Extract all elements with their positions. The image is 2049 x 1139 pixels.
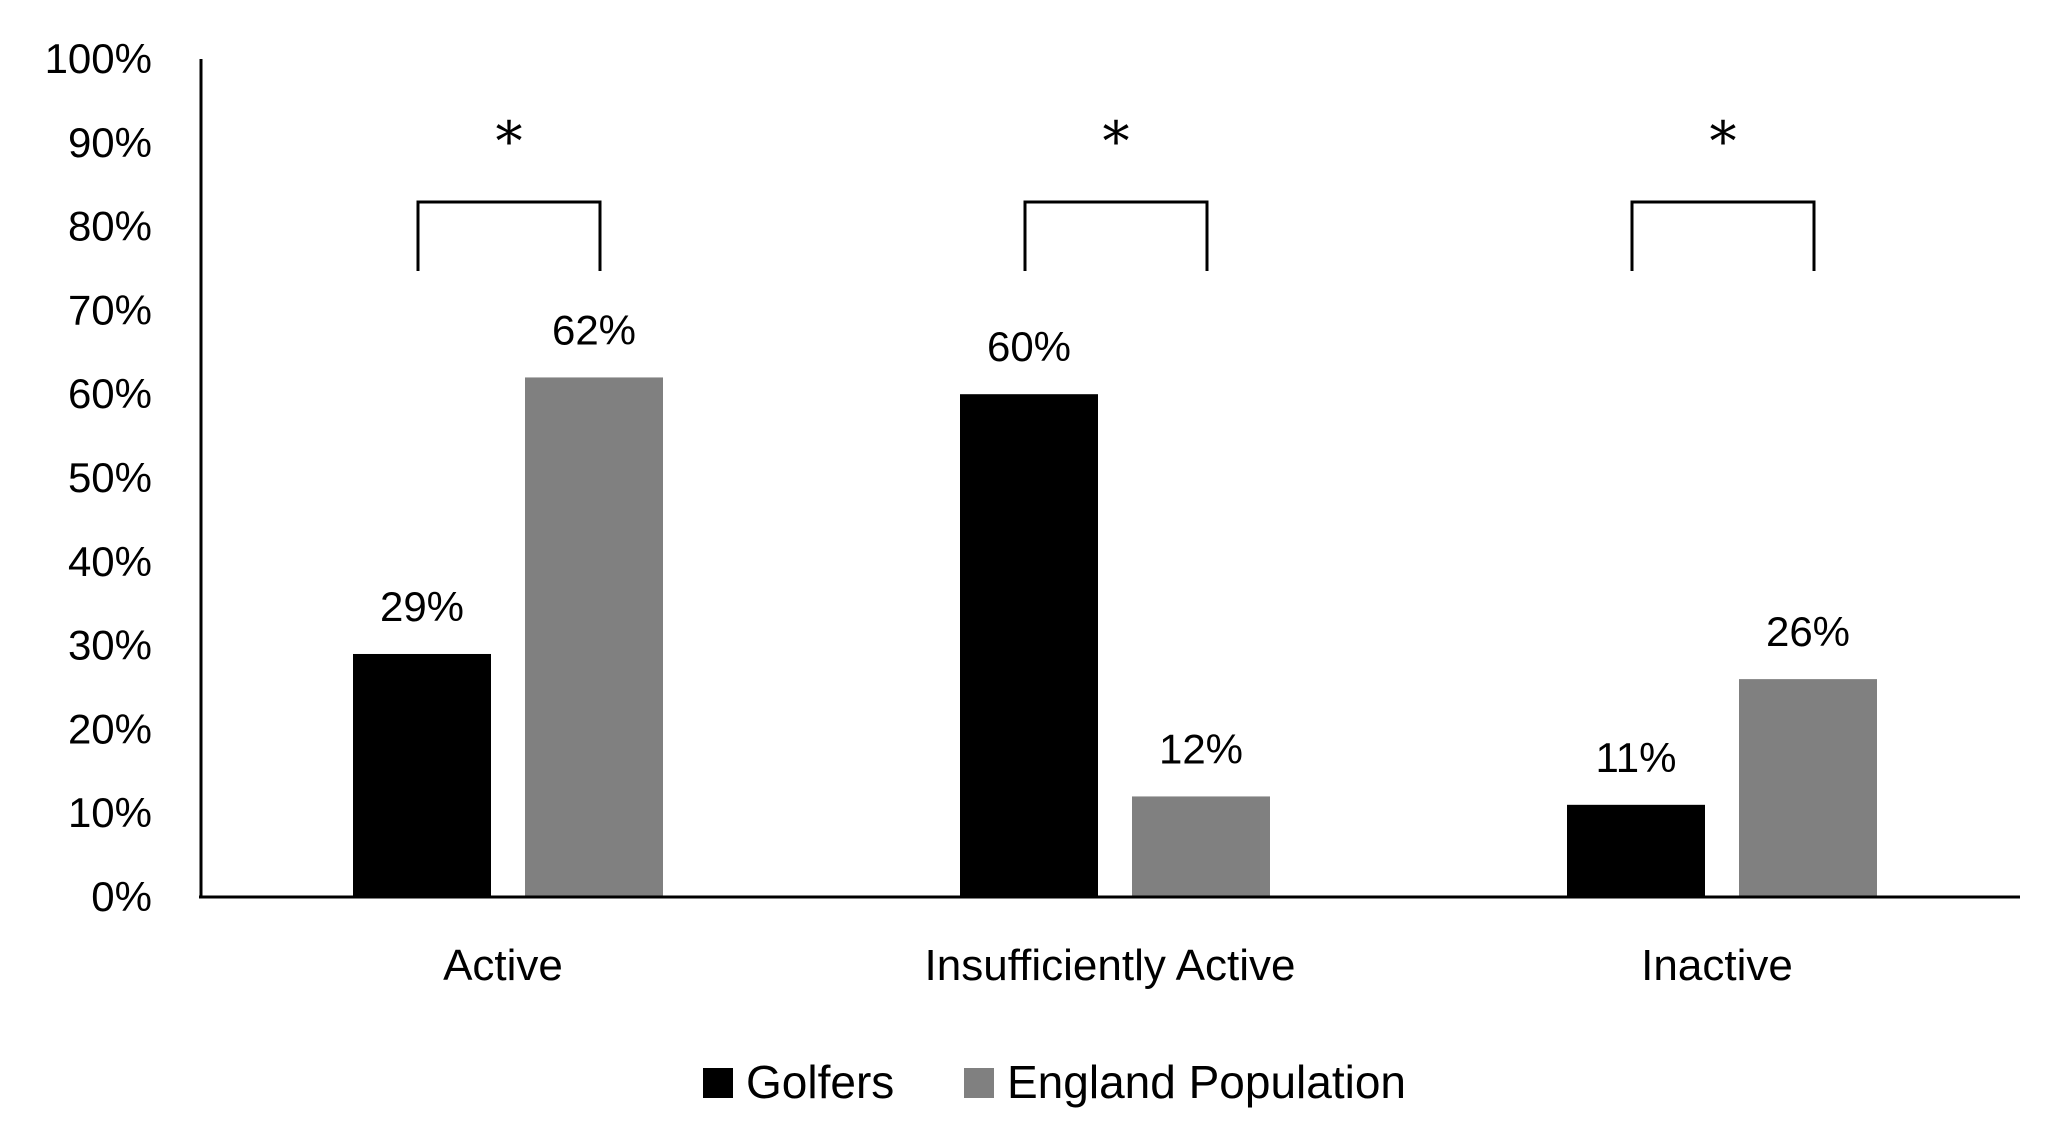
data-label: 26% xyxy=(1766,608,1850,655)
y-tick-label: 10% xyxy=(68,789,152,836)
y-tick-label: 50% xyxy=(68,454,152,501)
data-label: 62% xyxy=(552,306,636,353)
data-label: 60% xyxy=(987,323,1071,370)
bar-england-population-inactive xyxy=(1739,679,1877,897)
significance-star: * xyxy=(496,110,523,173)
bar-england-population-insufficiently-active xyxy=(1132,796,1270,897)
y-tick-label: 70% xyxy=(68,286,152,333)
bars xyxy=(353,377,1877,897)
x-category-label: Inactive xyxy=(1641,941,1793,990)
x-axis-labels: Active Insufficiently Active Inactive xyxy=(443,941,1793,990)
y-tick-label: 0% xyxy=(91,873,152,920)
data-label: 29% xyxy=(380,583,464,630)
data-label: 11% xyxy=(1596,734,1677,781)
y-tick-label: 90% xyxy=(68,119,152,166)
legend: Golfers England Population xyxy=(703,1056,1406,1108)
bar-golfers-insufficiently-active xyxy=(960,394,1098,897)
y-tick-label: 20% xyxy=(68,705,152,752)
y-axis-ticks: 0% 10% 20% 30% 40% 50% 60% 70% 80% 90% 100% xyxy=(45,35,152,920)
significance-bracket xyxy=(1023,200,1209,271)
x-category-label: Active xyxy=(443,941,563,990)
legend-swatch xyxy=(964,1068,994,1098)
significance-bracket xyxy=(1630,200,1816,271)
legend-swatch xyxy=(703,1068,733,1098)
bar-england-population-active xyxy=(525,377,663,897)
significance-bracket xyxy=(416,200,602,271)
significance-star: * xyxy=(1710,110,1737,173)
bar-golfers-active xyxy=(353,653,491,897)
data-labels: 29% 62% 60% 12% 11% 26% xyxy=(380,306,1850,780)
legend-label: Golfers xyxy=(746,1056,894,1108)
significance-brackets: * * * xyxy=(416,110,1816,271)
y-tick-label: 100% xyxy=(45,35,152,82)
x-category-label: Insufficiently Active xyxy=(925,941,1296,990)
y-tick-label: 60% xyxy=(68,370,152,417)
y-tick-label: 80% xyxy=(68,203,152,250)
y-tick-label: 30% xyxy=(68,622,152,669)
bar-golfers-inactive xyxy=(1567,804,1705,897)
data-label: 12% xyxy=(1159,725,1243,772)
significance-star: * xyxy=(1103,110,1130,173)
legend-label: England Population xyxy=(1007,1056,1406,1108)
y-tick-label: 40% xyxy=(68,538,152,585)
